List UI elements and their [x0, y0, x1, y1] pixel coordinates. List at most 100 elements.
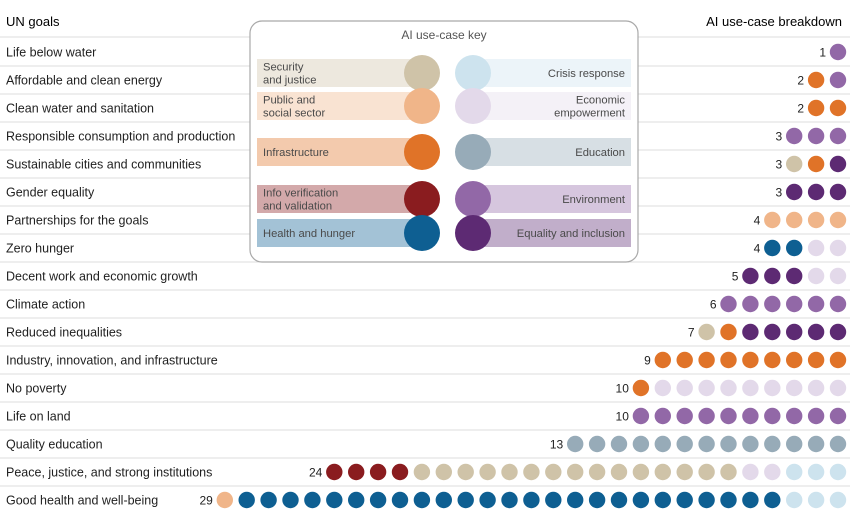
dot-security [632, 463, 650, 481]
key-band [473, 92, 631, 120]
table-row: Gender equality 3 [0, 183, 850, 207]
dot-health [238, 491, 255, 509]
key-swatch-infrastructure [404, 134, 440, 170]
dot-infrastructure [807, 71, 825, 89]
use-case-count: 3 [776, 130, 783, 144]
goal-label: Sustainable cities and communities [6, 158, 201, 172]
use-case-count: 4 [754, 242, 761, 256]
dot-environment [807, 127, 825, 145]
dot-economic [676, 379, 693, 397]
goal-label: Life below water [6, 46, 96, 60]
dot-security [523, 463, 540, 481]
dot-environment [764, 295, 781, 313]
table-row: Good health and well-being 29 [6, 491, 847, 509]
key-label: Public and [263, 95, 315, 107]
goal-label: Zero hunger [6, 242, 74, 256]
use-case-count: 1 [819, 46, 826, 60]
key-label: Info verification [263, 188, 338, 200]
dot-environment [786, 127, 803, 145]
dot-infrastructure [807, 99, 825, 117]
dot-health [369, 491, 387, 509]
dot-health [720, 491, 737, 509]
use-case-count: 5 [732, 270, 739, 284]
key-item-infrastructure: Infrastructure [257, 134, 440, 170]
use-case-count: 2 [797, 74, 804, 88]
goal-label: Decent work and economic growth [6, 270, 198, 284]
dot-crisis [786, 491, 803, 509]
key-band [473, 185, 631, 213]
key-band [257, 59, 421, 87]
dot-health [632, 491, 650, 509]
dot-public [807, 211, 825, 229]
key-item-health: Health and hunger [257, 215, 440, 251]
dot-security [413, 463, 431, 481]
dot-education [654, 435, 671, 453]
dot-health [260, 491, 277, 509]
dot-economic [829, 239, 847, 257]
dot-equality [742, 323, 759, 341]
use-case-count: 4 [754, 214, 761, 228]
dot-health [479, 491, 496, 509]
key-band [257, 185, 421, 213]
dot-health [567, 491, 584, 509]
dot-health [610, 491, 628, 509]
table-row: Decent work and economic growth 5 [0, 267, 850, 291]
table-row: Quality education 13 [0, 435, 850, 459]
dot-environment [632, 407, 650, 425]
dot-health [764, 239, 781, 257]
dot-security [610, 463, 628, 481]
goal-label: Climate action [6, 298, 85, 312]
dot-education [742, 435, 759, 453]
dot-security [654, 463, 671, 481]
dot-environment [829, 407, 847, 425]
dot-education [567, 435, 584, 453]
dot-infrastructure [786, 351, 803, 369]
key-label: Economic [576, 95, 626, 107]
dot-security [698, 323, 715, 341]
use-case-count: 9 [644, 354, 651, 368]
use-case-count: 13 [550, 438, 564, 452]
dot-education [676, 435, 693, 453]
dot-equality [764, 267, 781, 285]
key-label: and justice [263, 75, 317, 87]
dot-infrastructure [676, 351, 693, 369]
goal-label: Quality education [6, 438, 103, 452]
key-label: Equality and inclusion [517, 228, 625, 240]
dot-health [326, 491, 343, 509]
use-case-count: 2 [797, 102, 804, 116]
dot-education [720, 435, 737, 453]
key-label: Health and hunger [263, 228, 355, 240]
key-item-environment: Environment [455, 181, 631, 217]
key-swatch-health [404, 215, 440, 251]
dot-security [567, 463, 584, 481]
dot-education [610, 435, 628, 453]
dot-economic [807, 379, 825, 397]
dot-education [764, 435, 781, 453]
dot-infrastructure [807, 155, 825, 173]
dot-infrastructure [764, 351, 781, 369]
dot-security [545, 463, 562, 481]
dot-health [742, 491, 759, 509]
dot-equality [742, 267, 759, 285]
use-case-count: 3 [776, 186, 783, 200]
dot-equality [807, 323, 825, 341]
dot-security [676, 463, 693, 481]
use-case-count: 10 [616, 410, 630, 424]
dot-infrastructure [720, 323, 737, 341]
goal-label: Clean water and sanitation [6, 102, 154, 116]
key-band [473, 59, 631, 87]
goal-label: Partnerships for the goals [6, 214, 148, 228]
dot-health [413, 491, 431, 509]
dot-health [786, 239, 803, 257]
goal-label: Industry, innovation, and infrastructure [6, 354, 218, 368]
dot-health [457, 491, 474, 509]
dot-economic [764, 463, 781, 481]
dot-infrastructure [698, 351, 715, 369]
right-header: AI use-case breakdown [706, 14, 842, 29]
